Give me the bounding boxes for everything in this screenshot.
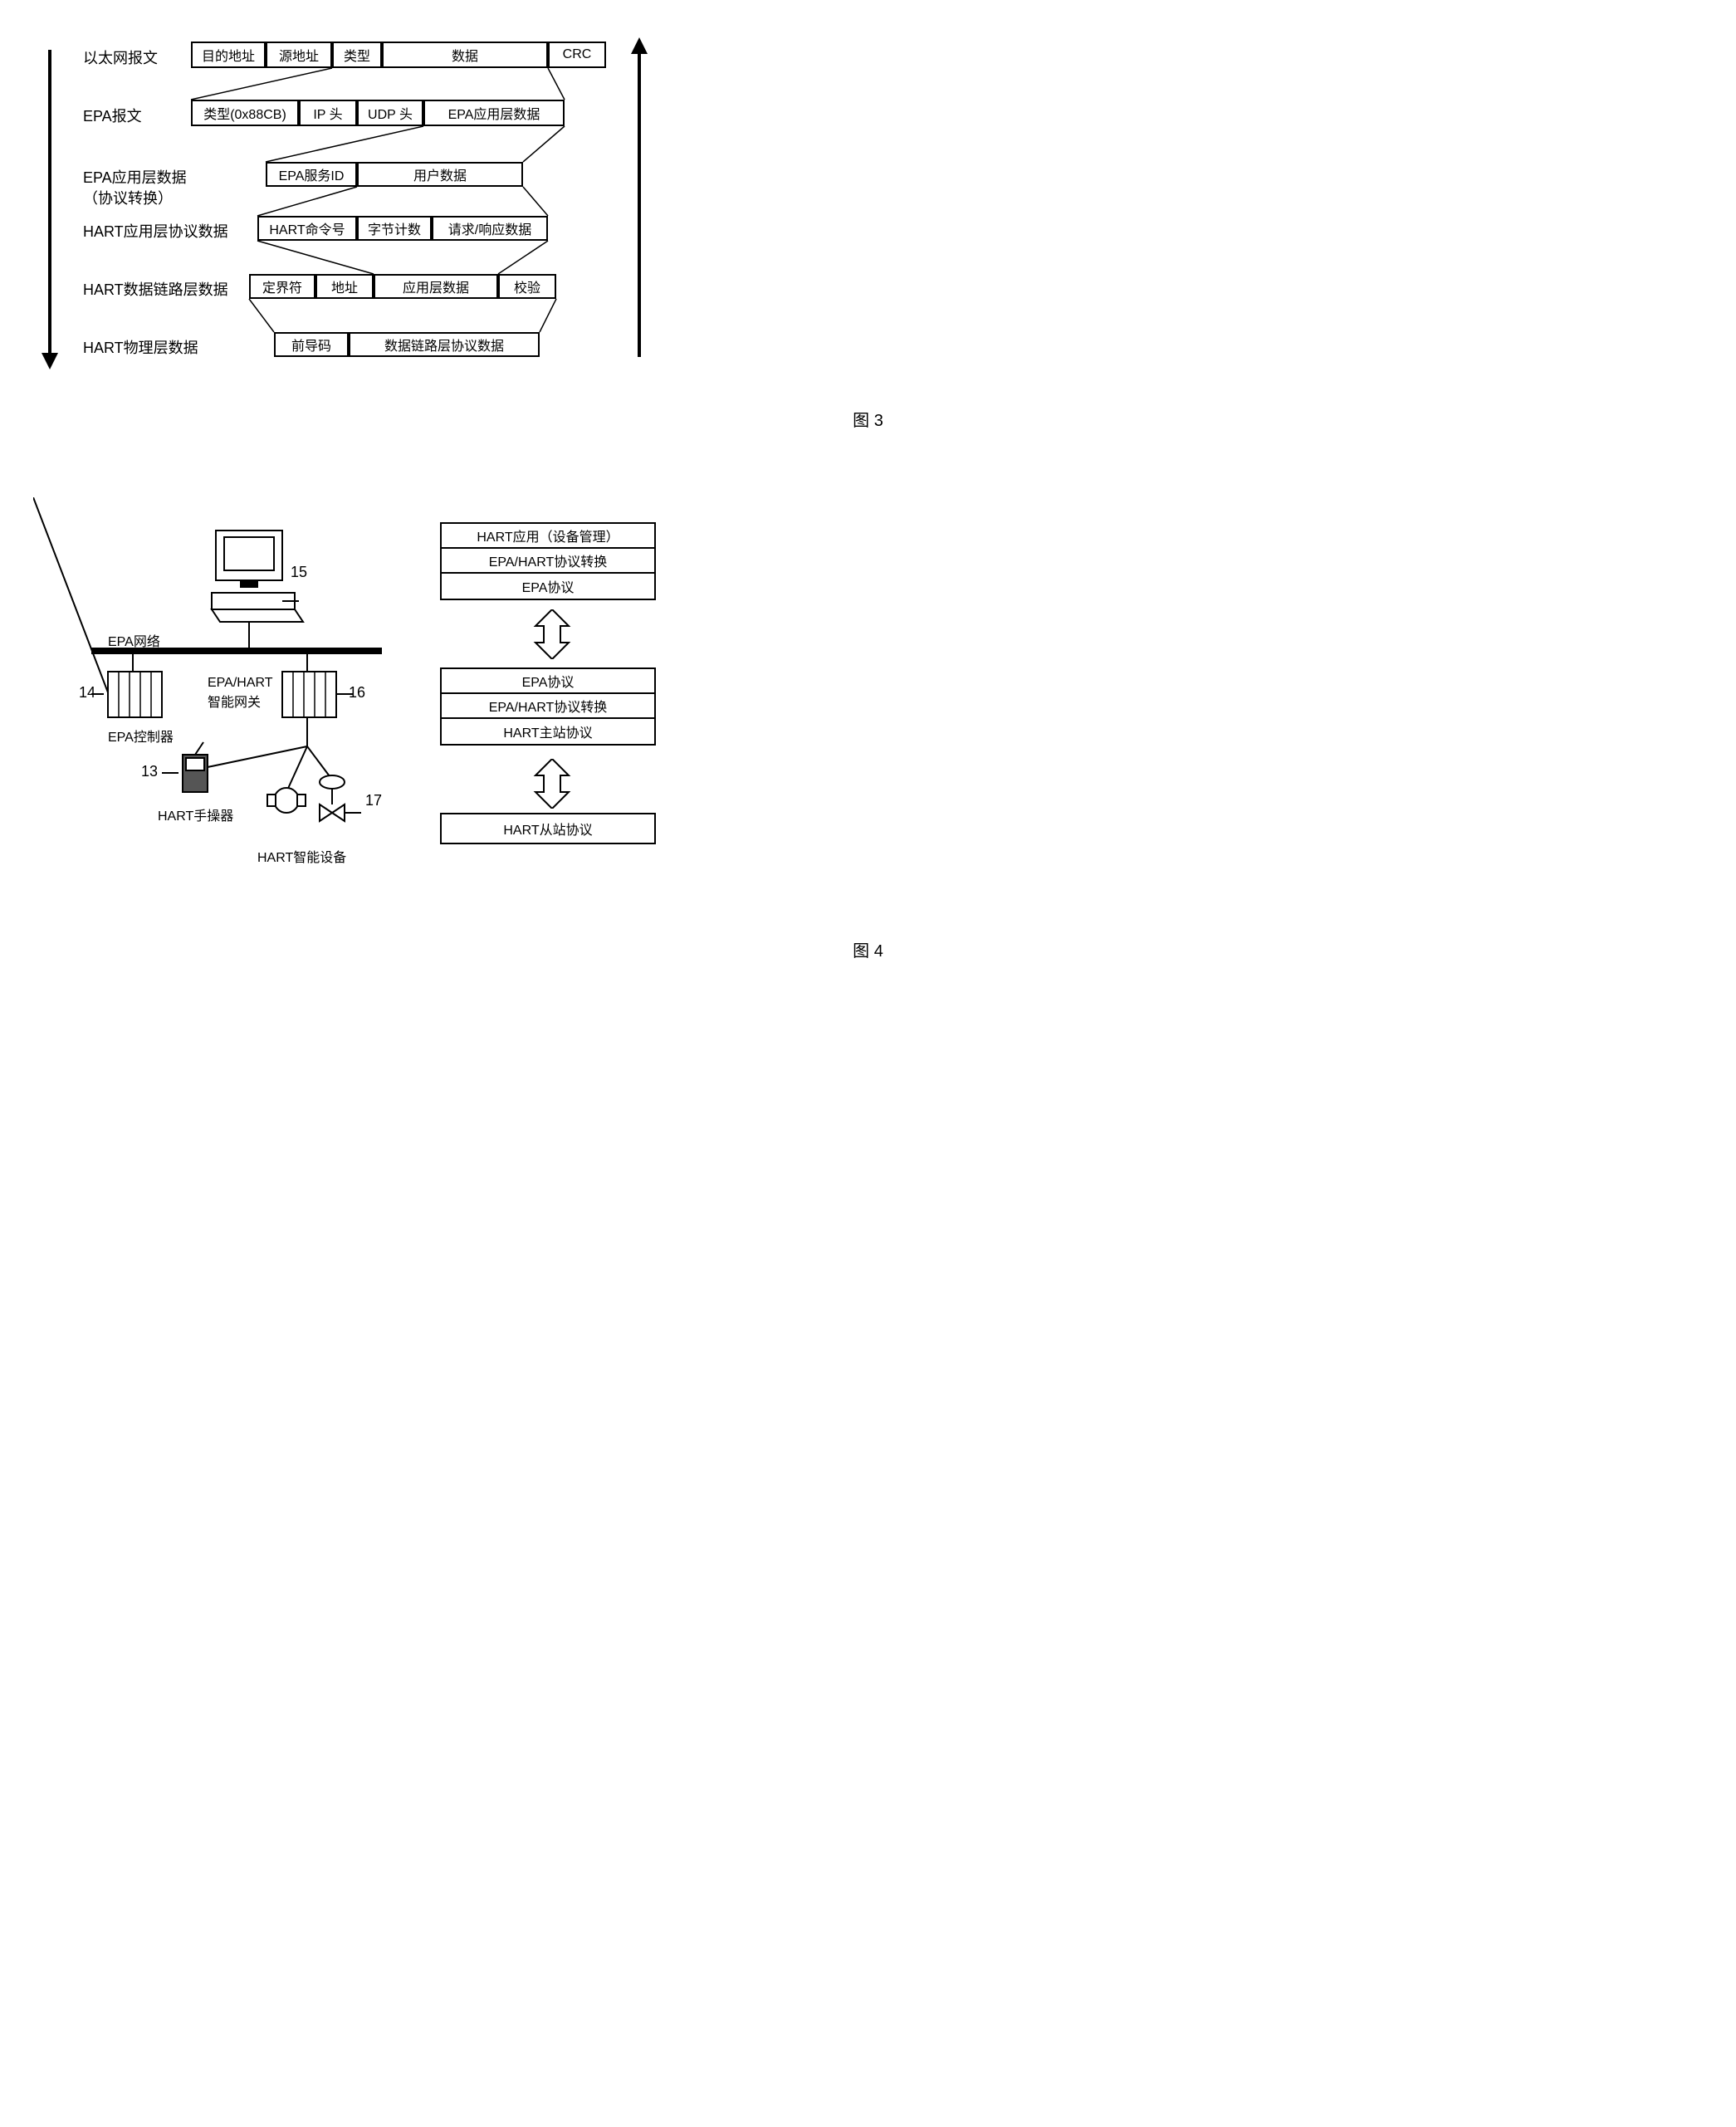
packet-field: 数据 (382, 42, 548, 68)
protocol-layer: EPA/HART协议转换 (442, 694, 654, 719)
device-label: EPA/HART 智能网关 (208, 676, 273, 711)
packet-field: 字节计数 (357, 216, 432, 241)
packet-field: 类型 (332, 42, 382, 68)
packet-field: 定界符 (249, 274, 315, 299)
row-label: HART数据链路层数据 (83, 278, 228, 300)
row-label: HART应用层协议数据 (83, 220, 228, 242)
protocol-stack: HART应用（设备管理）EPA/HART协议转换EPA协议 (440, 522, 656, 600)
row-label: （协议转换） (83, 187, 173, 208)
packet-field: EPA服务ID (266, 162, 357, 187)
device-label: EPA控制器 (108, 726, 174, 746)
packet-field: 用户数据 (357, 162, 523, 187)
protocol-layer: HART主站协议 (442, 719, 654, 744)
row-label: HART物理层数据 (83, 336, 198, 358)
packet-field: HART命令号 (257, 216, 357, 241)
ref-number: 14 (79, 684, 95, 702)
row-label: EPA应用层数据 (83, 166, 187, 188)
packet-field: 校验 (498, 274, 556, 299)
protocol-layer: EPA/HART协议转换 (442, 549, 654, 574)
packet-field: 应用层数据 (374, 274, 498, 299)
ref-number: 15 (291, 564, 307, 581)
packet-field: CRC (548, 42, 606, 68)
packet-field: UDP 头 (357, 100, 423, 126)
packet-field: 地址 (315, 274, 374, 299)
protocol-layer: EPA协议 (442, 669, 654, 694)
packet-field: 前导码 (274, 332, 349, 357)
ref-number: 13 (141, 763, 158, 780)
packet-field: 目的地址 (191, 42, 266, 68)
figure-3-container: 以太网报文目的地址源地址类型数据CRCEPA报文类型(0x88CB)IP 头UD… (495, 33, 1242, 382)
protocol-layer: HART应用（设备管理） (442, 524, 654, 549)
protocol-stack: HART从站协议 (440, 813, 656, 844)
protocol-layer: EPA协议 (442, 574, 654, 599)
packet-field: 类型(0x88CB) (191, 100, 299, 126)
ref-number: 16 (349, 684, 365, 702)
device-label: HART智能设备 (257, 846, 346, 866)
packet-field: EPA应用层数据 (423, 100, 565, 126)
packet-field: 请求/响应数据 (432, 216, 548, 241)
figure-4-container: EPA网络1514161317EPA控制器EPA/HART 智能网关HART手操… (495, 497, 1242, 912)
row-label: EPA报文 (83, 105, 142, 126)
figure-4-caption: 图 4 (33, 937, 1703, 961)
double-arrow-icon (531, 609, 573, 659)
protocol-layer: HART从站协议 (442, 814, 654, 843)
packet-field: 数据链路层协议数据 (349, 332, 540, 357)
packet-field: IP 头 (299, 100, 357, 126)
protocol-stack: EPA协议EPA/HART协议转换HART主站协议 (440, 667, 656, 746)
row-label: 以太网报文 (83, 46, 158, 68)
double-arrow-icon (531, 759, 573, 809)
figure-3-caption: 图 3 (33, 407, 1703, 431)
packet-field: 源地址 (266, 42, 332, 68)
ref-number: 17 (365, 792, 382, 809)
network-label: EPA网络 (108, 630, 160, 650)
device-label: HART手操器 (158, 804, 233, 824)
